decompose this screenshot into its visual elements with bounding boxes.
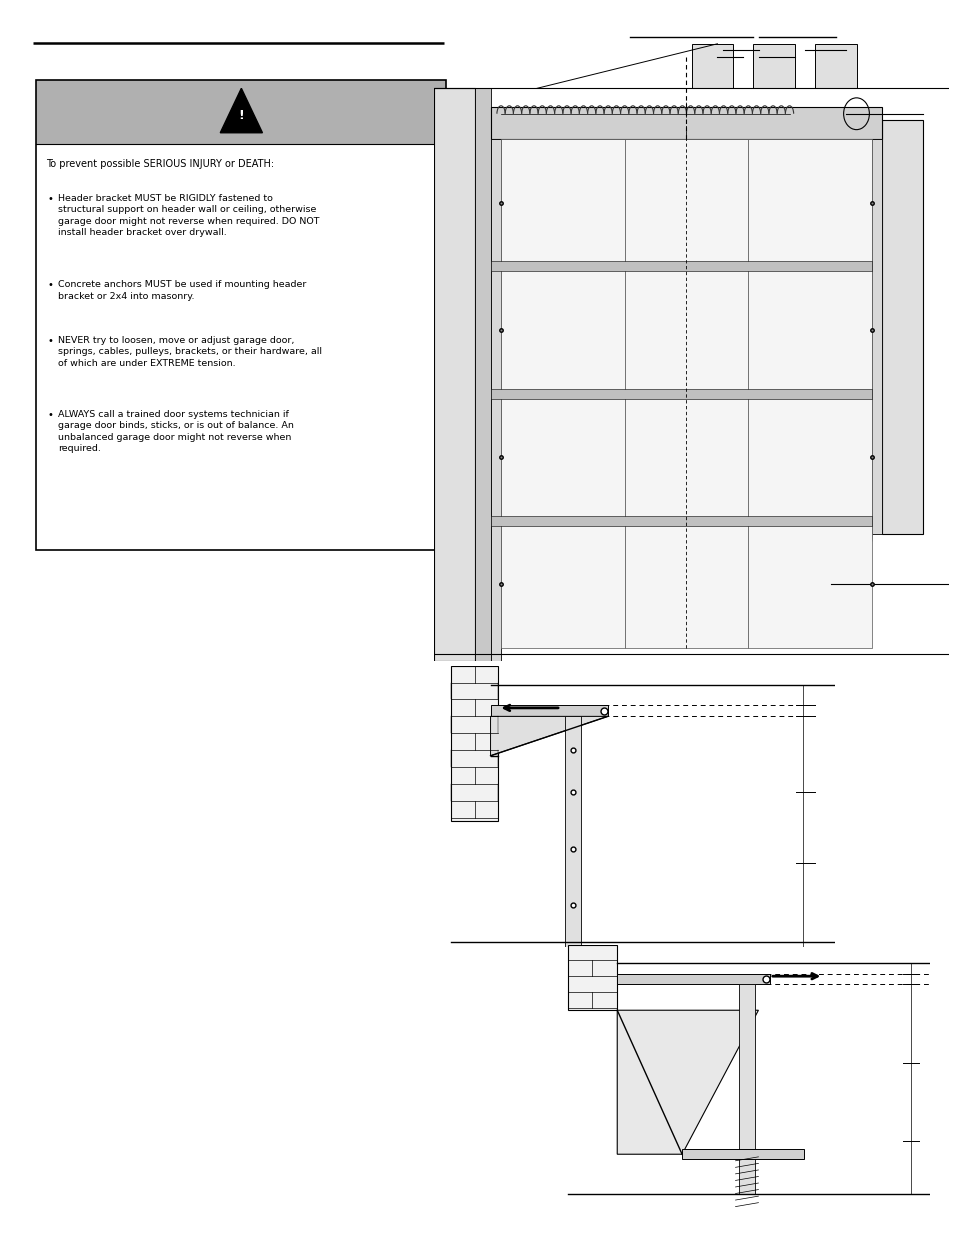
Bar <box>624 521 747 648</box>
Bar <box>871 140 882 534</box>
Bar <box>681 1149 803 1160</box>
Bar <box>36 144 446 550</box>
Text: !: ! <box>238 109 244 122</box>
Polygon shape <box>617 1010 758 1155</box>
Bar <box>815 43 856 89</box>
Bar <box>739 984 754 1193</box>
Bar <box>434 89 475 661</box>
Bar <box>624 267 747 394</box>
Bar <box>490 107 882 140</box>
Bar <box>490 262 871 272</box>
Bar <box>500 394 624 521</box>
Bar <box>490 705 607 716</box>
Text: Concrete anchors MUST be used if mounting header
bracket or 2x4 into masonry.: Concrete anchors MUST be used if mountin… <box>58 280 306 301</box>
Text: •: • <box>48 280 53 290</box>
Text: •: • <box>48 194 53 204</box>
Bar <box>567 945 617 1010</box>
Bar <box>500 140 624 267</box>
Bar <box>451 666 497 820</box>
Bar <box>624 140 747 267</box>
Bar <box>691 43 732 89</box>
Bar <box>753 43 794 89</box>
Bar <box>490 140 500 661</box>
Bar <box>564 716 579 947</box>
Bar <box>882 120 923 534</box>
Bar <box>747 394 871 521</box>
Bar <box>500 267 624 394</box>
Text: NEVER try to loosen, move or adjust garage door,
springs, cables, pulleys, brack: NEVER try to loosen, move or adjust gara… <box>58 336 322 368</box>
Text: •: • <box>48 336 53 346</box>
Text: Header bracket MUST be RIGIDLY fastened to
structural support on header wall or : Header bracket MUST be RIGIDLY fastened … <box>58 194 319 237</box>
Bar <box>500 521 624 648</box>
Bar <box>36 80 446 550</box>
Bar <box>617 973 769 984</box>
Bar <box>747 267 871 394</box>
Text: To prevent possible SERIOUS INJURY or DEATH:: To prevent possible SERIOUS INJURY or DE… <box>46 159 274 169</box>
Bar <box>490 516 871 526</box>
Polygon shape <box>220 89 262 132</box>
Bar <box>490 389 871 399</box>
Bar <box>624 394 747 521</box>
Bar <box>475 89 490 661</box>
Bar <box>747 521 871 648</box>
Bar <box>747 140 871 267</box>
Polygon shape <box>490 716 607 756</box>
Text: ALWAYS call a trained door systems technician if
garage door binds, sticks, or i: ALWAYS call a trained door systems techn… <box>58 410 294 453</box>
Text: •: • <box>48 410 53 420</box>
Bar <box>36 80 446 144</box>
